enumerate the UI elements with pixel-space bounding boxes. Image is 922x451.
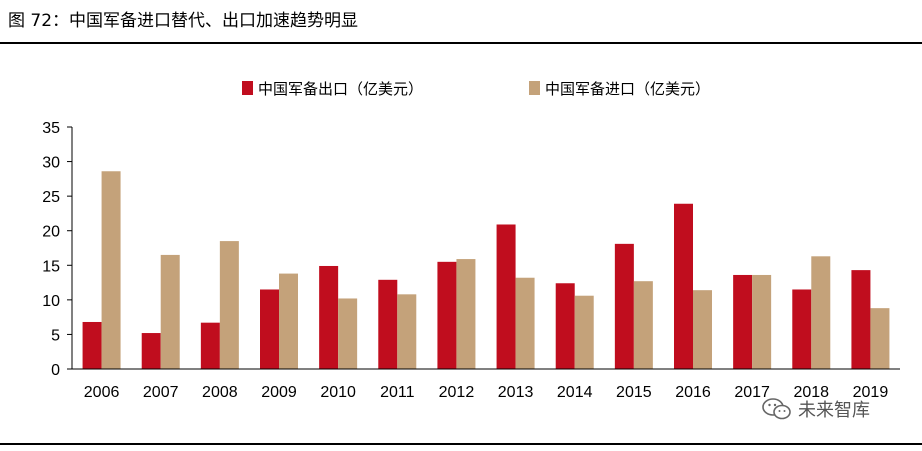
bar-export: [200, 322, 220, 369]
x-tick-label: 2019: [853, 384, 889, 401]
y-tick-label: 15: [42, 258, 60, 275]
x-tick-label: 2014: [557, 384, 593, 401]
bar-import: [338, 298, 358, 369]
legend-label-export: 中国军备出口（亿美元）: [258, 80, 423, 98]
y-tick-label: 0: [51, 362, 60, 379]
x-tick-label: 2009: [261, 384, 297, 401]
x-tick-label: 2012: [439, 384, 475, 401]
x-tick-label: 2015: [616, 384, 652, 401]
bar-import: [870, 308, 890, 369]
legend-swatch-import: [529, 81, 540, 95]
y-tick-label: 35: [42, 120, 60, 137]
bar-export: [614, 243, 634, 369]
y-tick-label: 5: [51, 327, 60, 344]
bar-import: [279, 273, 298, 369]
bar-export: [851, 270, 871, 369]
x-tick-label: 2011: [380, 384, 415, 401]
bar-import: [456, 259, 476, 369]
bar-export: [260, 289, 279, 369]
bar-import: [219, 241, 239, 369]
x-tick-label: 2018: [793, 384, 829, 401]
bar-export: [555, 283, 575, 369]
bar-export: [496, 224, 516, 369]
bar-import: [101, 171, 121, 369]
x-tick-label: 2006: [84, 384, 120, 401]
bar-import: [811, 256, 831, 369]
bar-import: [574, 295, 594, 369]
x-tick-label: 2013: [498, 384, 534, 401]
bar-import: [693, 290, 712, 369]
bar-export: [792, 289, 812, 369]
figure-title: 图 72：中国军备进口替代、出口加速趋势明显: [8, 11, 359, 31]
bar-export: [378, 279, 398, 369]
watermark-text: 未来智库: [798, 400, 870, 421]
x-tick-label: 2008: [202, 384, 238, 401]
y-tick-label: 20: [42, 224, 60, 241]
bottom-divider: [0, 443, 922, 445]
bar-export: [733, 274, 753, 369]
y-tick-label: 10: [42, 293, 60, 310]
bar-export: [141, 333, 161, 369]
bar-import: [515, 277, 535, 369]
bar-export: [674, 203, 693, 369]
y-tick-label: 30: [42, 155, 60, 172]
bar-export: [437, 261, 457, 369]
wechat-icon: [762, 398, 792, 420]
bar-export: [319, 265, 339, 369]
bar-import: [397, 294, 417, 369]
bar-import: [752, 274, 772, 369]
x-tick-label: 2010: [320, 384, 356, 401]
top-divider: [0, 42, 922, 44]
x-tick-label: 2016: [675, 384, 711, 401]
y-tick-label: 25: [42, 189, 60, 206]
x-tick-label: 2017: [734, 384, 770, 401]
x-tick-label: 2007: [143, 384, 179, 401]
legend-swatch-export: [242, 81, 253, 95]
watermark: 未来智库: [762, 396, 870, 422]
legend-label-import: 中国军备进口（亿美元）: [545, 80, 710, 98]
bar-export: [82, 321, 102, 369]
bar-import: [160, 254, 180, 369]
bar-import: [633, 281, 653, 369]
